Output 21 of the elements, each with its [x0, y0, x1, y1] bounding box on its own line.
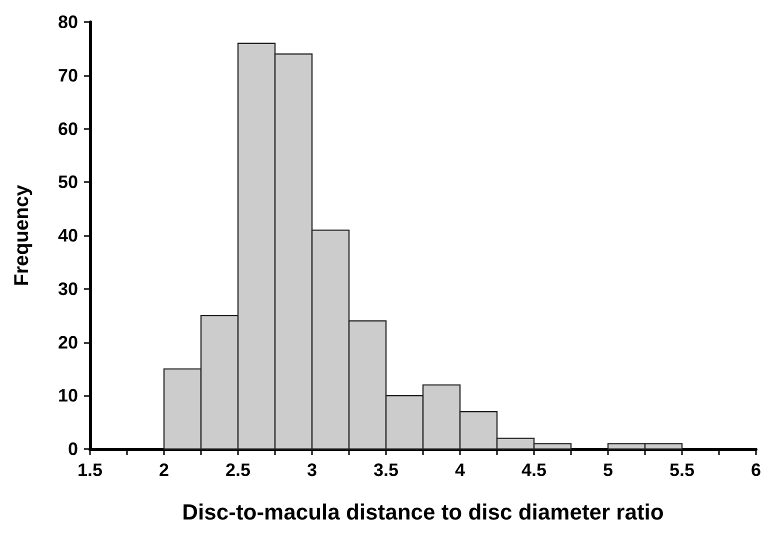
y-tick-label: 10: [58, 386, 78, 406]
y-tick-label: 60: [58, 118, 78, 139]
x-axis-title: Disc-to-macula distance to disc diameter ratio: [182, 500, 664, 524]
y-tick-label: 80: [58, 12, 78, 32]
x-tick-label: 4: [454, 460, 466, 480]
x-tick-label: 3: [306, 460, 318, 480]
y-tick-label: 40: [58, 226, 78, 246]
y-axis-title: Frequency: [11, 184, 33, 286]
x-tick-label: 1.5: [77, 460, 103, 480]
x-tick-label: 5: [602, 460, 614, 480]
x-tick-label: 4.5: [521, 460, 547, 480]
x-tick-label: 2: [158, 460, 170, 480]
x-tick-label: 2.5: [225, 460, 251, 480]
x-tick-label: 3.5: [373, 460, 399, 480]
y-tick-label: 30: [58, 278, 78, 299]
y-tick-label: 50: [58, 172, 78, 192]
y-tick-label: 0: [68, 439, 78, 459]
x-tick-label: 5.5: [669, 460, 695, 480]
y-tick-label: 20: [58, 332, 78, 352]
y-tick-label: 70: [58, 65, 78, 86]
x-tick-label: 6: [750, 460, 762, 480]
